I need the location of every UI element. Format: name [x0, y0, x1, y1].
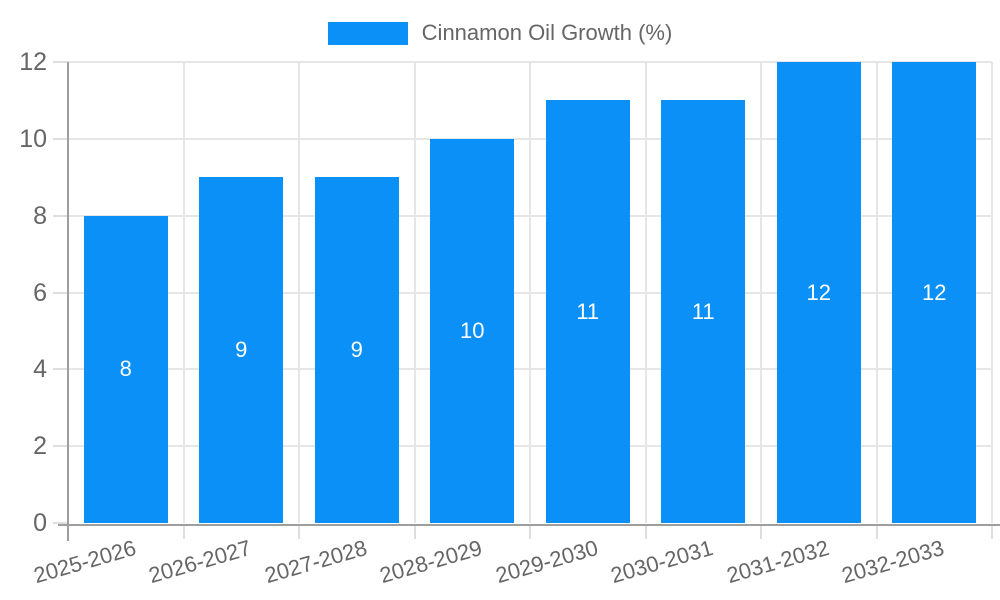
bar-value-label: 11 — [576, 298, 600, 324]
v-gridline — [991, 62, 993, 523]
legend-swatch — [327, 21, 408, 45]
x-tick-label: 2031-2032 — [723, 535, 832, 589]
y-tick-label: 2 — [33, 432, 47, 461]
v-gridline — [644, 62, 647, 523]
bar-value-label: 9 — [235, 337, 248, 363]
v-gridline — [875, 62, 878, 523]
x-tick-label: 2029-2030 — [492, 535, 601, 589]
x-tick-label: 2032-2033 — [838, 535, 947, 589]
bar-value-label: 8 — [119, 356, 132, 382]
bar[interactable]: 12 — [776, 62, 861, 523]
y-axis-tick — [53, 291, 68, 294]
y-tick-label: 4 — [33, 355, 47, 384]
x-axis-tick — [875, 525, 878, 539]
v-gridline — [529, 62, 531, 523]
x-axis-tick — [644, 525, 647, 539]
v-gridline — [760, 62, 762, 523]
bar[interactable]: 11 — [661, 100, 746, 523]
y-axis-tick — [53, 137, 68, 140]
bar-value-label: 11 — [691, 298, 715, 324]
bar[interactable]: 8 — [83, 215, 168, 523]
legend[interactable]: Cinnamon Oil Growth (%) — [0, 18, 1000, 48]
x-tick-label: 2030-2031 — [607, 535, 716, 589]
bar[interactable]: 12 — [892, 62, 977, 523]
bar[interactable]: 9 — [314, 177, 399, 523]
y-tick-label: 8 — [33, 201, 47, 230]
v-gridline — [182, 62, 185, 523]
x-axis-tick — [182, 525, 185, 539]
x-tick-label: 2026-2027 — [145, 535, 254, 589]
y-axis-tick — [53, 368, 68, 371]
x-axis-tick — [529, 525, 531, 539]
x-tick-label: 2028-2029 — [376, 535, 485, 589]
bar-value-label: 10 — [460, 317, 485, 343]
y-axis-tick — [53, 522, 68, 524]
y-axis-tick — [53, 61, 68, 63]
x-axis-tick — [991, 525, 993, 539]
x-axis-tick — [298, 525, 300, 539]
x-axis-tick — [413, 525, 416, 539]
legend-label: Cinnamon Oil Growth (%) — [421, 20, 673, 45]
bar-value-label: 9 — [350, 337, 363, 363]
y-tick-label: 0 — [33, 509, 47, 537]
x-axis-tick — [760, 525, 762, 539]
y-axis-line — [67, 62, 69, 541]
bar-value-label: 12 — [922, 279, 947, 305]
y-tick-label: 6 — [33, 278, 47, 307]
bar[interactable]: 10 — [430, 138, 515, 523]
y-axis-tick — [53, 214, 68, 217]
bar[interactable]: 11 — [545, 100, 630, 523]
x-tick-label: 2027-2028 — [261, 535, 370, 589]
bar-value-label: 12 — [806, 279, 831, 305]
v-gridline — [413, 62, 416, 523]
x-axis-line — [58, 524, 1000, 526]
y-tick-label: 12 — [19, 48, 47, 76]
v-gridline — [298, 62, 300, 523]
y-axis-tick — [53, 445, 68, 448]
y-tick-label: 10 — [19, 124, 47, 153]
x-tick-label: 2025-2026 — [30, 535, 139, 589]
bar[interactable]: 9 — [199, 177, 284, 523]
